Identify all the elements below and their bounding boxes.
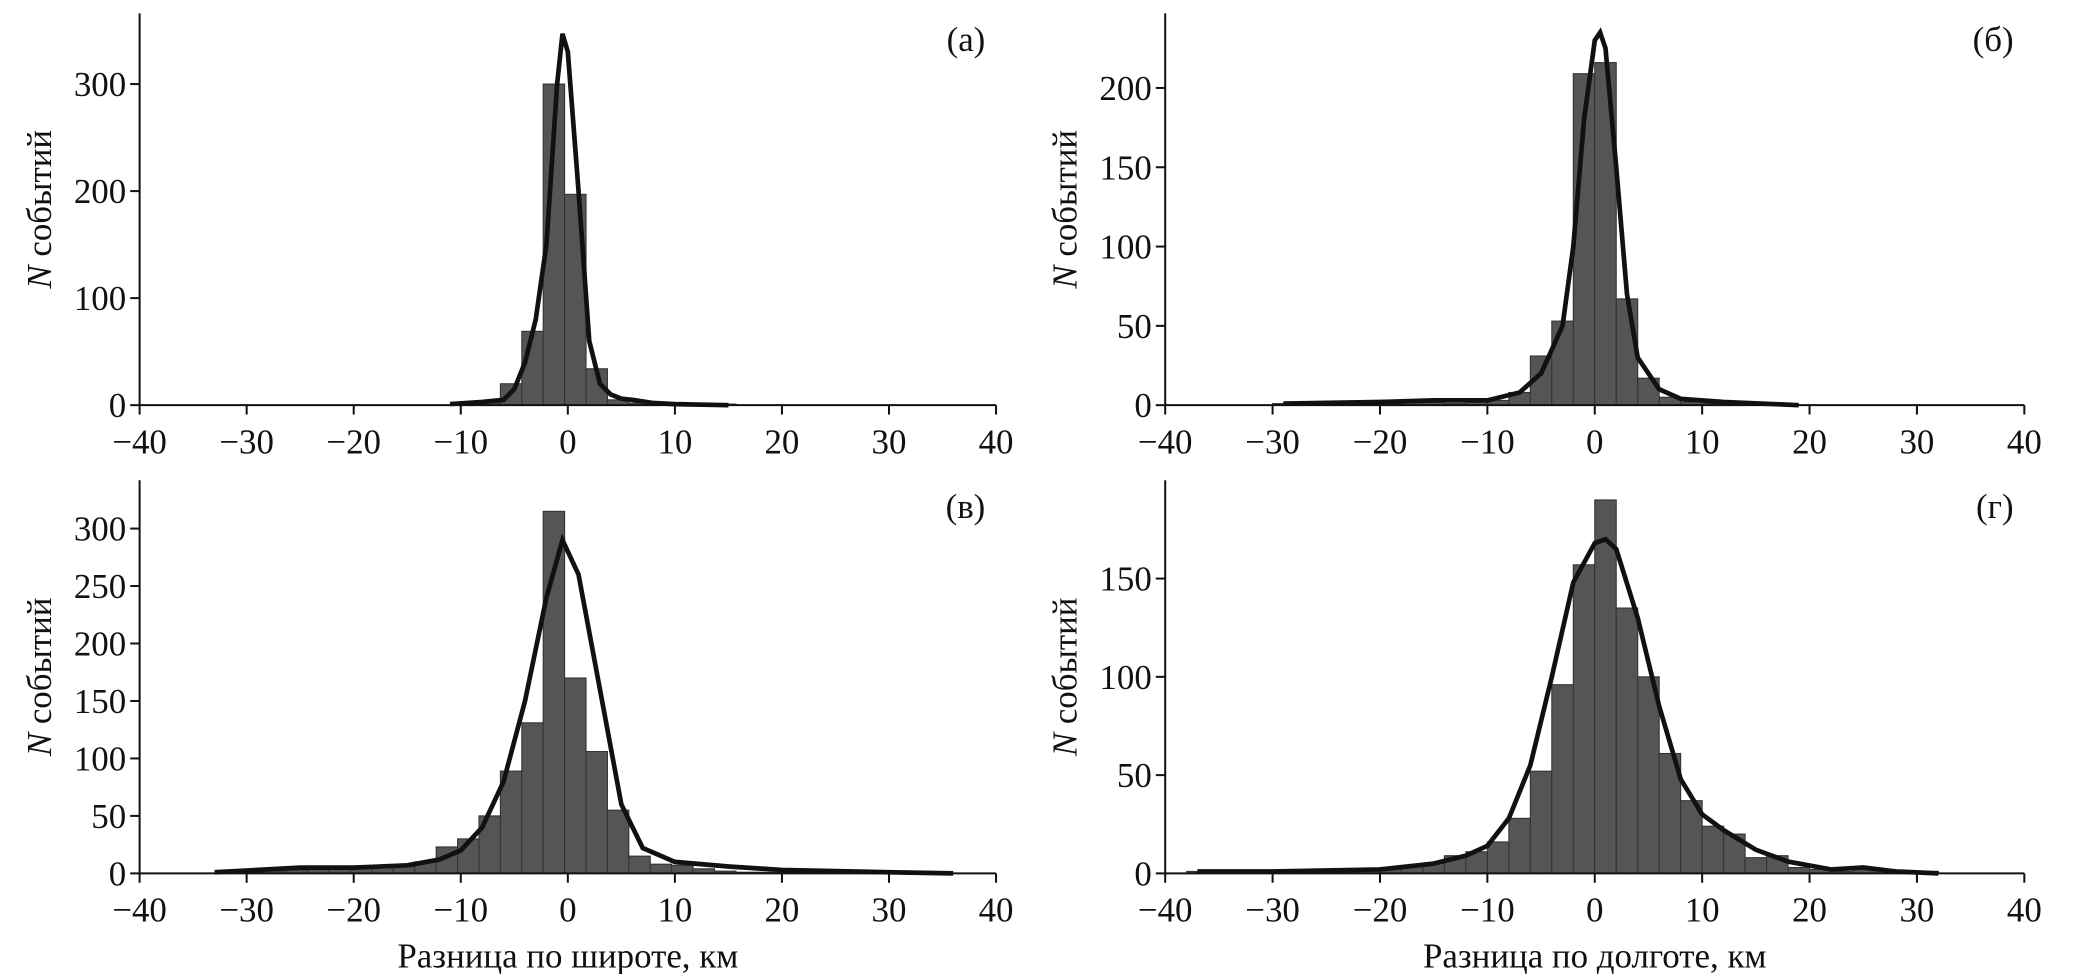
- x-tick-label: 0: [559, 891, 576, 930]
- bar: [1701, 825, 1725, 874]
- bar: [649, 863, 673, 874]
- bar: [521, 722, 544, 874]
- y-tick-label: 0: [109, 386, 126, 425]
- bar: [1637, 676, 1660, 874]
- x-tick-label: 40: [979, 891, 1014, 930]
- y-tick-label: 0: [1134, 386, 1151, 425]
- y-axis-label-var: N: [20, 731, 59, 757]
- bar: [1572, 564, 1596, 874]
- x-tick-label: 10: [1685, 422, 1720, 461]
- panel-label: (г): [1976, 487, 2014, 526]
- x-tick-label: −40: [1138, 422, 1193, 461]
- kde-curve: [1197, 536, 1939, 876]
- x-tick-label: 10: [657, 422, 692, 461]
- y-tick-label: 0: [1134, 854, 1151, 893]
- x-tick-label: 40: [2007, 891, 2042, 930]
- bar: [1744, 857, 1768, 874]
- y-tick-label: 200: [74, 172, 126, 211]
- bar: [1615, 607, 1639, 874]
- y-axis-label: N событий: [20, 598, 59, 758]
- x-tick-label: −10: [1460, 891, 1515, 930]
- y-tick-label: 300: [74, 65, 126, 104]
- y-tick-label: 300: [74, 510, 126, 549]
- bar: [671, 864, 694, 874]
- x-tick-label: −10: [433, 422, 488, 461]
- y-tick-label: 200: [74, 625, 126, 664]
- panel-label: (a): [947, 20, 986, 59]
- y-axis-label-var: N: [1046, 264, 1085, 290]
- y-tick-label: 50: [91, 797, 126, 836]
- x-axis-label: Разница по долготе, км: [1423, 936, 1766, 974]
- x-tick-label: 0: [1586, 422, 1603, 461]
- y-tick-label: 200: [1099, 69, 1151, 108]
- x-tick-label: −30: [219, 891, 274, 930]
- x-tick-label: 10: [657, 891, 692, 930]
- y-tick-label: 50: [1117, 756, 1152, 795]
- y-tick-label: 250: [74, 567, 126, 606]
- y-tick-label: 150: [74, 682, 126, 721]
- x-tick-label: 30: [1899, 422, 1934, 461]
- x-tick-label: 20: [1792, 422, 1827, 461]
- y-tick-label: 100: [74, 740, 126, 779]
- y-axis-label-text: событий: [1046, 130, 1085, 257]
- x-tick-label: −20: [1353, 422, 1408, 461]
- bar: [606, 809, 630, 874]
- bar: [1551, 320, 1574, 406]
- x-tick-label: 20: [765, 422, 800, 461]
- x-tick-label: 20: [765, 891, 800, 930]
- y-axis-label: N событий: [1046, 130, 1085, 290]
- x-tick-label: −20: [326, 891, 381, 930]
- x-tick-label: −30: [1245, 422, 1300, 461]
- kde-curve: [449, 33, 729, 408]
- y-axis-label-text: событий: [20, 130, 59, 257]
- y-tick-label: 50: [1117, 307, 1152, 346]
- x-tick-label: −40: [112, 891, 167, 930]
- x-tick-label: −40: [1138, 891, 1193, 930]
- x-tick-label: −20: [326, 422, 381, 461]
- y-tick-label: 0: [109, 854, 126, 893]
- x-tick-label: 0: [559, 422, 576, 461]
- x-tick-label: −10: [1460, 422, 1515, 461]
- y-tick-label: 150: [1099, 148, 1151, 187]
- x-tick-label: 10: [1685, 891, 1720, 930]
- y-tick-label: 150: [1099, 560, 1151, 599]
- y-axis-label-var: N: [20, 264, 59, 290]
- kde-curve: [1283, 27, 1799, 408]
- kde-curve: [214, 533, 954, 876]
- bar: [1529, 770, 1553, 874]
- bar: [1594, 499, 1617, 874]
- x-tick-label: 40: [979, 422, 1014, 461]
- x-tick-label: 30: [872, 891, 907, 930]
- bar: [1551, 684, 1574, 874]
- x-tick-label: −30: [219, 422, 274, 461]
- x-tick-label: −20: [1353, 891, 1408, 930]
- x-tick-label: −30: [1245, 891, 1300, 930]
- y-axis-label-text: событий: [1046, 598, 1085, 725]
- x-tick-label: 30: [1899, 891, 1934, 930]
- y-tick-label: 100: [1099, 658, 1151, 697]
- panel-label: (в): [946, 487, 986, 526]
- y-axis-label: N событий: [1046, 598, 1085, 758]
- x-tick-label: −40: [112, 422, 167, 461]
- bar: [564, 677, 587, 874]
- x-tick-label: 30: [872, 422, 907, 461]
- bar: [1486, 841, 1510, 874]
- y-axis-label-text: событий: [20, 598, 59, 725]
- x-tick-label: −10: [433, 891, 488, 930]
- y-axis-label: N событий: [20, 130, 59, 290]
- panel-label: (б): [1973, 20, 2014, 59]
- x-tick-label: 0: [1586, 891, 1603, 930]
- bar: [1508, 817, 1531, 874]
- x-tick-label: 20: [1792, 891, 1827, 930]
- y-axis-label-var: N: [1046, 731, 1085, 757]
- bar: [585, 751, 608, 874]
- bar: [628, 855, 651, 874]
- x-axis-label: Разница по широте, км: [397, 936, 738, 974]
- y-tick-label: 100: [1099, 228, 1151, 267]
- x-tick-label: 40: [2007, 422, 2042, 461]
- y-tick-label: 100: [74, 279, 126, 318]
